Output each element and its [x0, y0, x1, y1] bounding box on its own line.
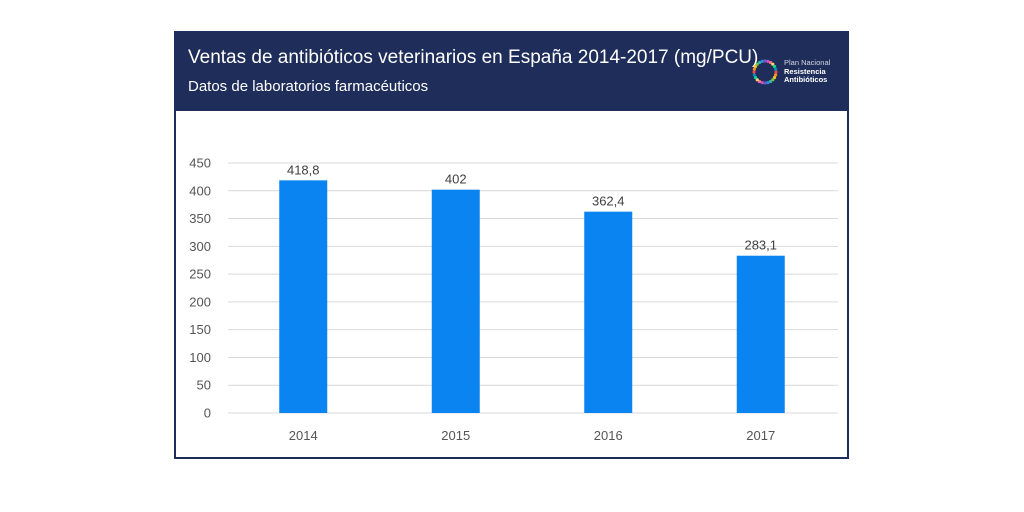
logo-dot — [760, 81, 764, 85]
logo-dot — [772, 75, 777, 80]
logo-dot — [768, 79, 773, 84]
logo-dot — [753, 75, 758, 80]
logo-dot — [752, 70, 756, 74]
x-tick-label: 2015 — [441, 428, 470, 443]
logo-line-3: Antibióticos — [784, 75, 828, 84]
chart-subtitle: Datos de laboratorios farmacéuticos — [188, 78, 429, 95]
data-label: 402 — [445, 172, 467, 187]
logo-dot — [766, 81, 770, 85]
logo-line-2: Resistencia — [784, 66, 826, 76]
logo-dot — [752, 67, 756, 71]
logo-line-1: Plan Nacional — [784, 58, 831, 67]
logo-dot — [766, 59, 770, 63]
x-tick-label: 2017 — [746, 428, 775, 443]
y-tick-label: 150 — [189, 322, 211, 337]
logo-dot — [771, 78, 775, 82]
logo-dot — [772, 64, 777, 69]
logo-text: Plan Nacional Resistencia Antibióticos — [784, 58, 831, 85]
y-tick-label: 450 — [189, 156, 211, 171]
y-tick-label: 0 — [204, 406, 211, 421]
x-tick-label: 2016 — [594, 428, 623, 443]
x-tick-label: 2014 — [289, 428, 318, 443]
logo-dot — [752, 73, 756, 77]
y-tick-label: 50 — [197, 378, 211, 393]
logo-dot — [757, 60, 762, 65]
bar-2016 — [584, 211, 633, 413]
bar-2015 — [431, 189, 480, 413]
bar-2017 — [736, 255, 785, 413]
logo-dot — [774, 70, 778, 74]
logo-dot — [757, 79, 762, 84]
logo-dot — [753, 64, 758, 69]
y-tick-label: 100 — [189, 350, 211, 365]
bar-2014 — [279, 180, 328, 413]
logo-dot — [771, 62, 775, 66]
logo-dot — [768, 60, 773, 65]
y-tick-label: 250 — [189, 267, 211, 282]
logo-dot — [755, 78, 759, 82]
y-tick-label: 400 — [189, 183, 211, 198]
data-label: 362,4 — [592, 194, 625, 209]
y-tick-label: 300 — [189, 239, 211, 254]
chart-title: Ventas de antibióticos veterinarios en E… — [188, 47, 759, 68]
logo-dot — [774, 73, 778, 77]
y-tick-label: 350 — [189, 211, 211, 226]
logo-dot — [755, 62, 759, 66]
logo-dot — [760, 59, 764, 63]
logo-dot — [774, 67, 778, 71]
y-tick-label: 200 — [189, 294, 211, 309]
data-label: 283,1 — [744, 238, 777, 253]
logo-dot — [763, 81, 767, 85]
logo-dot — [763, 59, 767, 63]
logo-ring-icon — [752, 59, 778, 85]
data-label: 418,8 — [287, 162, 320, 177]
chart-header: Ventas de antibióticos veterinarios en E… — [176, 33, 847, 111]
plan-nacional-logo: Plan Nacional Resistencia Antibióticos — [750, 55, 846, 89]
